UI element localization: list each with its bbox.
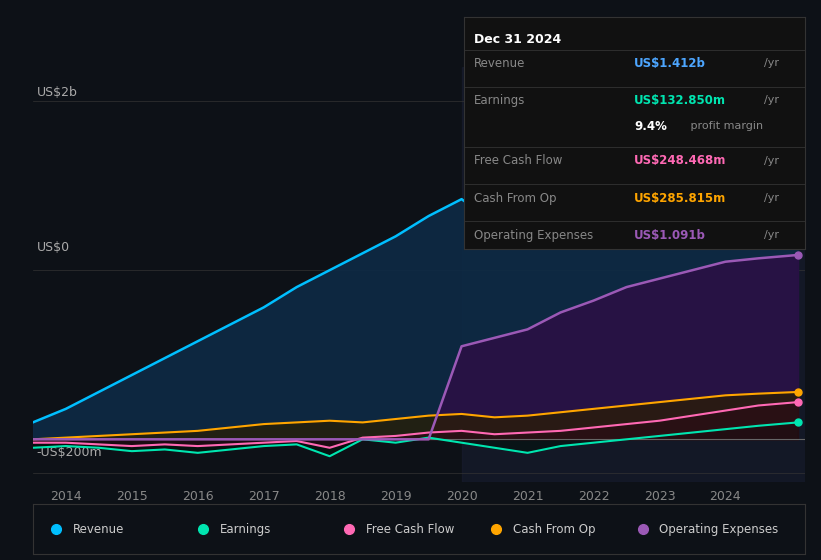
Text: Free Cash Flow: Free Cash Flow bbox=[474, 155, 562, 167]
Text: /yr: /yr bbox=[764, 58, 778, 68]
Text: US$1.091b: US$1.091b bbox=[635, 228, 706, 242]
Text: US$1.412b: US$1.412b bbox=[635, 57, 706, 70]
Text: Revenue: Revenue bbox=[73, 522, 124, 536]
Text: /yr: /yr bbox=[764, 230, 778, 240]
Text: Earnings: Earnings bbox=[474, 94, 525, 107]
Text: Dec 31 2024: Dec 31 2024 bbox=[474, 33, 562, 46]
Text: /yr: /yr bbox=[764, 95, 778, 105]
Text: Cash From Op: Cash From Op bbox=[474, 192, 557, 204]
Text: US$285.815m: US$285.815m bbox=[635, 192, 727, 204]
Text: Free Cash Flow: Free Cash Flow bbox=[366, 522, 455, 536]
Text: US$0: US$0 bbox=[37, 241, 70, 254]
Text: Earnings: Earnings bbox=[219, 522, 271, 536]
Bar bbox=[461, 67, 811, 482]
Text: Operating Expenses: Operating Expenses bbox=[659, 522, 779, 536]
Text: -US$200m: -US$200m bbox=[37, 446, 103, 459]
Text: 9.4%: 9.4% bbox=[635, 119, 667, 133]
Text: US$2b: US$2b bbox=[37, 86, 77, 99]
Text: Cash From Op: Cash From Op bbox=[513, 522, 595, 536]
Text: US$248.468m: US$248.468m bbox=[635, 155, 727, 167]
Text: profit margin: profit margin bbox=[687, 121, 764, 131]
Text: /yr: /yr bbox=[764, 156, 778, 166]
Text: /yr: /yr bbox=[764, 193, 778, 203]
Text: Operating Expenses: Operating Expenses bbox=[474, 228, 594, 242]
Text: Revenue: Revenue bbox=[474, 57, 525, 70]
Text: US$132.850m: US$132.850m bbox=[635, 94, 727, 107]
